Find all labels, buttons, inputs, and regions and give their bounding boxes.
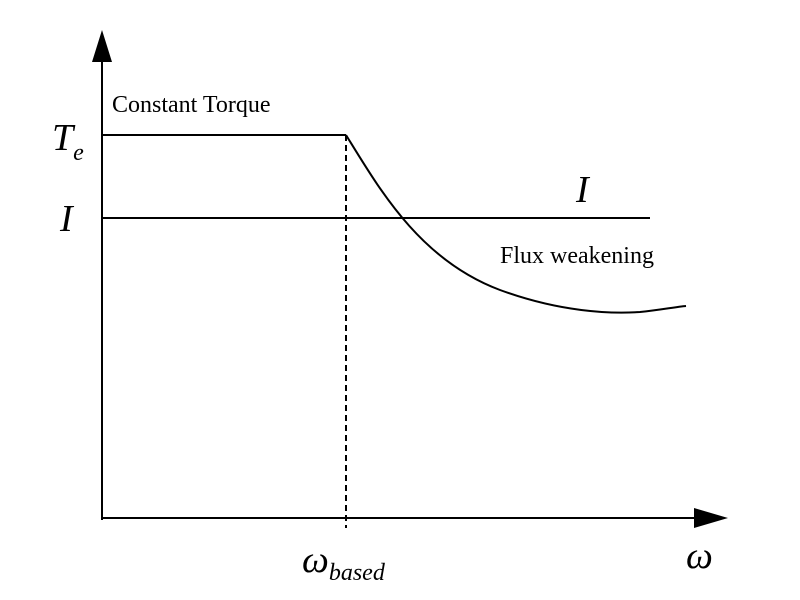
flux-weakening-label: Flux weakening [500,243,654,269]
torque-axis-label: Te [52,117,84,166]
torque-subscript: e [73,140,84,166]
x-axis-arrow [694,508,728,528]
base-speed-label: ωbased [302,539,386,586]
current-axis-label: I [59,198,75,240]
base-speed-subscript: based [329,560,386,586]
torque-symbol: T [52,117,76,159]
speed-axis-label: ω [686,535,713,577]
base-speed-symbol: ω [302,539,329,581]
y-axis-arrow [92,30,112,62]
constant-torque-label: Constant Torque [112,92,271,118]
current-curve-label: I [575,169,591,211]
flux-weakening-curve [345,134,687,314]
